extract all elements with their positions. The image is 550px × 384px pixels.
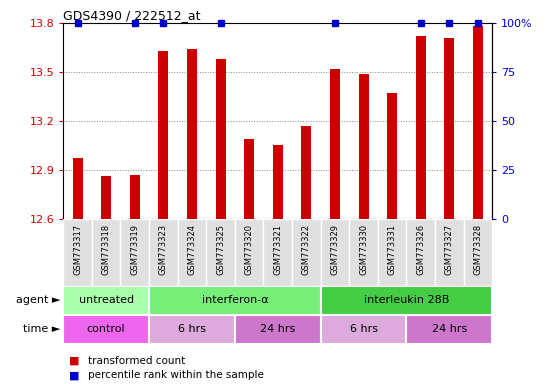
Text: interferon-α: interferon-α: [201, 295, 268, 306]
Text: GSM773331: GSM773331: [388, 224, 397, 275]
Bar: [92, 219, 120, 286]
Bar: [149, 219, 178, 286]
Text: GSM773320: GSM773320: [245, 224, 254, 275]
Text: percentile rank within the sample: percentile rank within the sample: [88, 370, 264, 380]
Text: GSM773323: GSM773323: [159, 224, 168, 275]
Bar: [444, 38, 454, 219]
Text: 6 hrs: 6 hrs: [350, 324, 377, 334]
Text: ■: ■: [69, 356, 79, 366]
Bar: [235, 219, 263, 286]
Bar: [120, 219, 149, 286]
Text: GSM773317: GSM773317: [73, 224, 82, 275]
Bar: [321, 286, 492, 315]
Bar: [263, 219, 292, 286]
Bar: [206, 219, 235, 286]
Bar: [435, 219, 464, 286]
Bar: [349, 219, 378, 286]
Bar: [149, 286, 321, 315]
Bar: [273, 146, 283, 219]
Bar: [473, 26, 483, 219]
Text: untreated: untreated: [79, 295, 134, 306]
Bar: [216, 59, 225, 219]
Bar: [178, 219, 206, 286]
Text: 24 hrs: 24 hrs: [260, 324, 295, 334]
Text: GSM773330: GSM773330: [359, 224, 368, 275]
Bar: [130, 175, 140, 219]
Bar: [406, 315, 492, 344]
Bar: [73, 159, 82, 219]
Text: GSM773321: GSM773321: [273, 224, 282, 275]
Text: interleukin 28B: interleukin 28B: [364, 295, 449, 306]
Bar: [321, 315, 406, 344]
Bar: [330, 69, 340, 219]
Bar: [387, 93, 397, 219]
Text: GSM773318: GSM773318: [102, 224, 111, 275]
Text: ■: ■: [69, 370, 79, 380]
Bar: [292, 219, 321, 286]
Text: 24 hrs: 24 hrs: [432, 324, 467, 334]
Text: GSM773325: GSM773325: [216, 224, 225, 275]
Bar: [101, 177, 111, 219]
Text: GSM773319: GSM773319: [130, 224, 139, 275]
Text: GSM773328: GSM773328: [474, 224, 482, 275]
Text: GDS4390 / 222512_at: GDS4390 / 222512_at: [63, 9, 201, 22]
Bar: [235, 315, 321, 344]
Bar: [63, 286, 149, 315]
Text: GSM773324: GSM773324: [188, 224, 196, 275]
Bar: [406, 219, 435, 286]
Text: transformed count: transformed count: [88, 356, 185, 366]
Bar: [158, 51, 168, 219]
Text: 6 hrs: 6 hrs: [178, 324, 206, 334]
Bar: [63, 315, 149, 344]
Text: GSM773327: GSM773327: [445, 224, 454, 275]
Text: GSM773329: GSM773329: [331, 224, 339, 275]
Bar: [149, 315, 235, 344]
Bar: [301, 126, 311, 219]
Bar: [244, 139, 254, 219]
Bar: [63, 219, 92, 286]
Bar: [321, 219, 349, 286]
Bar: [378, 219, 406, 286]
Text: GSM773326: GSM773326: [416, 224, 425, 275]
Text: time ►: time ►: [23, 324, 61, 334]
Bar: [359, 74, 369, 219]
Bar: [464, 219, 492, 286]
Text: GSM773322: GSM773322: [302, 224, 311, 275]
Text: agent ►: agent ►: [16, 295, 61, 306]
Text: control: control: [87, 324, 125, 334]
Bar: [187, 49, 197, 219]
Bar: [416, 36, 426, 219]
